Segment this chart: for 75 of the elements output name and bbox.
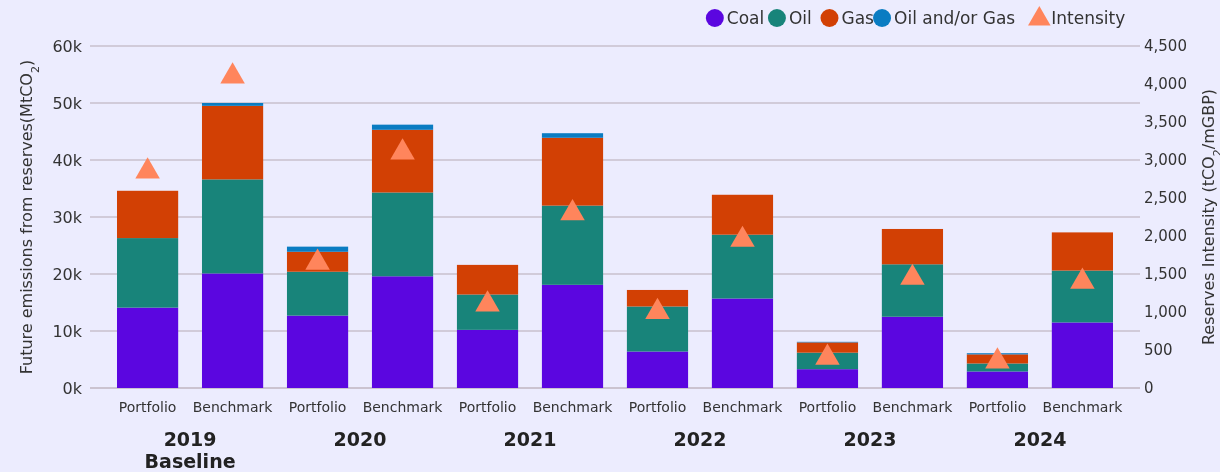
y-tick-label: 0k (62, 378, 83, 398)
text: 2020 (333, 428, 387, 450)
x-tick-label: Benchmark (1042, 399, 1124, 415)
bar (1051, 270, 1114, 323)
x-tick-label: Portfolio (968, 399, 1027, 415)
bar (371, 192, 434, 277)
legend-label: Intensity (1051, 8, 1126, 28)
x-tick-label: Benchmark (362, 399, 444, 415)
bar (117, 238, 179, 308)
y2-tick-label: 500 (1144, 341, 1173, 360)
bar (711, 298, 774, 388)
y-tick-label: 30k (52, 207, 83, 227)
x-tick-label: Portfolio (628, 399, 687, 415)
y2-tick-label: 0 (1144, 379, 1154, 398)
y2-tick-label: 2,000 (1144, 227, 1187, 246)
bar (966, 371, 1029, 388)
bar (626, 351, 689, 388)
bar (626, 289, 689, 307)
y-tick-label: 40k (52, 150, 83, 170)
y2-tick-label: 3,000 (1144, 151, 1187, 170)
x-tick-label: Benchmark (872, 399, 954, 415)
bar (371, 124, 434, 130)
bar (881, 228, 944, 265)
y-tick-label: 10k (52, 321, 83, 341)
y2-tick-label: 3,500 (1144, 113, 1187, 132)
x-tick-label: Benchmark (532, 399, 614, 415)
bar (1051, 322, 1114, 388)
x-tick-label: Portfolio (288, 399, 347, 415)
legend-label: Coal (726, 8, 765, 28)
bar (541, 137, 604, 206)
y2-tick-label: 4,500 (1144, 37, 1187, 56)
bar (286, 315, 349, 388)
x-tick-label: Portfolio (798, 399, 857, 415)
bar (796, 369, 859, 388)
text: 2019 Baseline (144, 428, 236, 472)
bar (371, 276, 434, 388)
bar (456, 264, 519, 295)
bar (711, 194, 774, 235)
bar (711, 234, 774, 299)
text: 2024 (1013, 428, 1067, 450)
y2-tick-label: 1,000 (1144, 303, 1187, 322)
bar (117, 307, 179, 388)
x-tick-label: Portfolio (458, 399, 517, 415)
bar (541, 133, 604, 138)
bar (456, 329, 519, 388)
y2-tick-label: 4,000 (1144, 75, 1187, 94)
text: 2023 (843, 428, 897, 450)
bar (541, 205, 604, 285)
y-tick-label: 20k (52, 264, 83, 284)
text: 2022 (673, 428, 727, 450)
bar (201, 273, 264, 388)
legend-label: Oil and/or Gas (894, 8, 1016, 28)
bar (626, 306, 689, 352)
y-tick-label: 60k (52, 36, 83, 56)
bar (796, 342, 859, 353)
y2-tick-label: 1,500 (1144, 265, 1187, 284)
bar (881, 316, 944, 388)
bar (286, 246, 349, 252)
y-tick-label: 50k (52, 93, 83, 113)
y2-tick-label: 2,500 (1144, 189, 1187, 208)
bar (541, 284, 604, 388)
bar (201, 103, 264, 106)
bar (201, 105, 264, 180)
x-tick-label: Portfolio (118, 399, 177, 415)
x-tick-label: Benchmark (702, 399, 784, 415)
legend-label: Gas (841, 8, 875, 28)
legend-label: Oil (788, 8, 812, 28)
bar (201, 179, 264, 274)
text: 2021 (503, 428, 557, 450)
bar (1051, 232, 1114, 271)
bar (881, 264, 944, 317)
bar (117, 190, 179, 239)
bar (286, 271, 349, 316)
x-tick-label: Benchmark (192, 399, 274, 415)
bar (371, 129, 434, 193)
